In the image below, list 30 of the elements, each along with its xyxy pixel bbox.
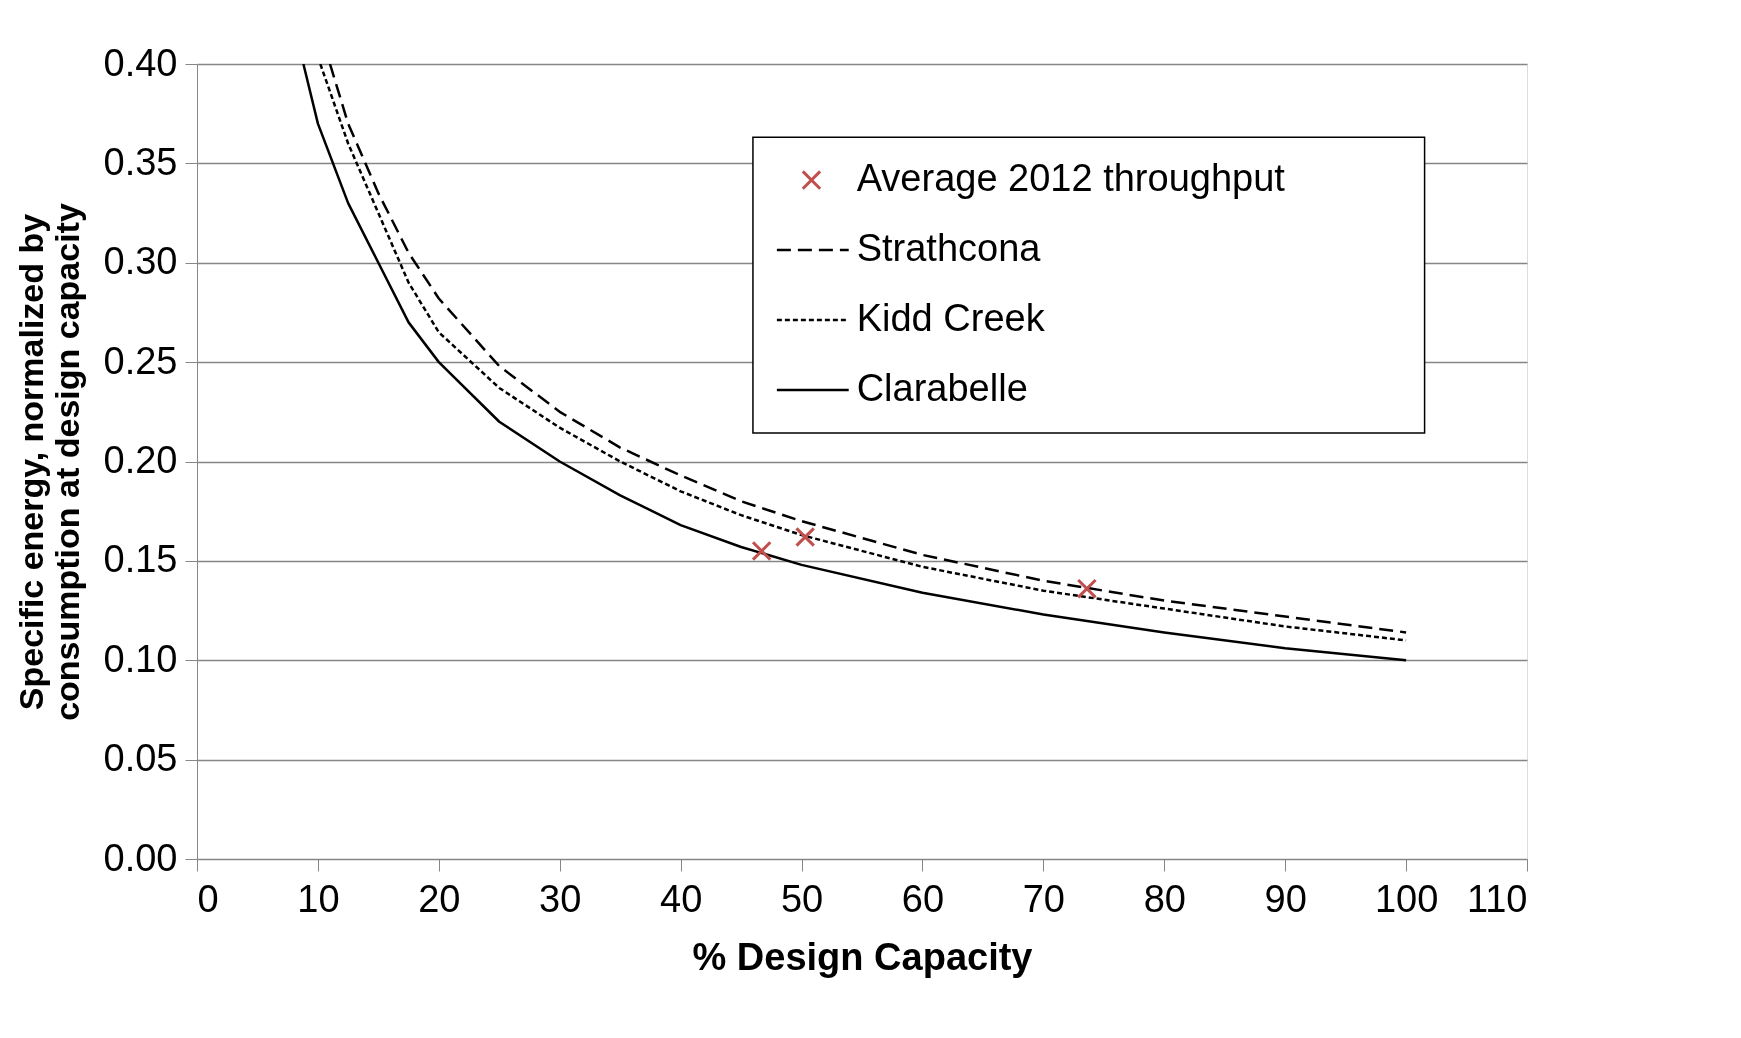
legend-label: Kidd Creek	[856, 296, 1046, 339]
x-tick-label: 100	[1374, 877, 1439, 920]
point	[795, 526, 816, 548]
y-tick-label: 0.05	[103, 737, 178, 780]
legend-label: Strathcona	[856, 227, 1042, 270]
legend-label: Clarabelle	[856, 366, 1028, 409]
x-tick-label: 70	[1022, 877, 1065, 920]
y-tick-label: 0.20	[103, 439, 178, 481]
x-tick-label: 80	[1143, 877, 1186, 920]
y-tick-label: 0.10	[103, 637, 178, 680]
x-tick-label: 50	[780, 877, 824, 920]
x-tick-label: 20	[418, 877, 461, 920]
x-axis-title: % Design Capacity	[692, 935, 1033, 978]
x-tick-label: 10	[297, 877, 340, 920]
y-tick-label: 0.15	[103, 538, 178, 581]
y-axis-title: Specific energy, normalized by consumption at design capacity	[11, 203, 86, 721]
x-tick-label: 30	[539, 877, 582, 920]
x-tick-label: 40	[660, 877, 703, 920]
legend-label: Average 2012 throughput	[856, 157, 1286, 200]
point	[751, 540, 772, 562]
y-tick-label: 0.40	[103, 41, 178, 84]
y-tick-label: 0.25	[103, 339, 178, 382]
point	[1076, 578, 1098, 599]
y-tick-label: 0.35	[103, 140, 178, 183]
y-tick-label: 0.00	[103, 836, 178, 879]
x-tick-label: 110	[1466, 877, 1528, 920]
x-tick-label: 60	[901, 877, 945, 920]
y-tick-label: 0.30	[103, 240, 178, 283]
x-tick-label: 0	[197, 877, 219, 920]
x-tick-label: 90	[1264, 877, 1307, 920]
